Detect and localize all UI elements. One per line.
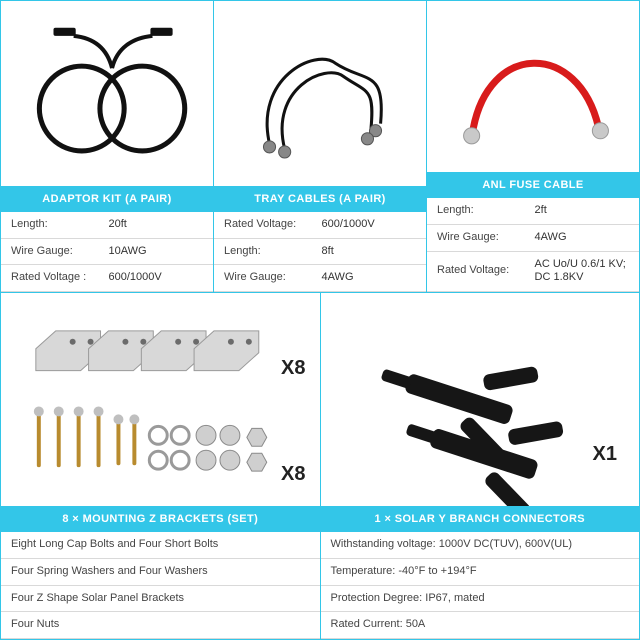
spec-val: 600/1000V [312,212,426,238]
spec-text: Protection Degree: IP67, mated [321,585,640,612]
spec-line: Four Z Shape Solar Panel Brackets [1,585,320,612]
qty-badge: X8 [281,463,305,486]
spec-list: Eight Long Cap Bolts and Four Short Bolt… [1,532,320,639]
spec-text: Withstanding voltage: 1000V DC(TUV), 600… [321,532,640,558]
spec-key: Wire Gauge: [214,265,312,292]
card-title: ADAPTOR KIT (A PAIR) [1,186,213,212]
spec-text: Eight Long Cap Bolts and Four Short Bolt… [1,532,320,558]
spec-line: Withstanding voltage: 1000V DC(TUV), 600… [321,532,640,558]
spec-line: Rated Current: 50A [321,612,640,639]
spec-key: Wire Gauge: [427,224,525,251]
card-tray-cables: TRAY CABLES (A PAIR) Rated Voltage:600/1… [214,1,427,292]
y-connectors-image: X1 [321,293,640,506]
anl-fuse-cable-image [427,1,639,172]
spec-table: Length:2ft Wire Gauge:4AWG Rated Voltage… [427,198,639,292]
spec-key: Rated Voltage: [214,212,312,238]
spec-line: Temperature: -40°F to +194°F [321,558,640,585]
spec-line: Four Spring Washers and Four Washers [1,558,320,585]
spec-key: Length: [1,212,99,238]
qty-badge: X8 [281,357,305,380]
spec-line: Protection Degree: IP67, mated [321,585,640,612]
spec-text: Four Nuts [1,612,320,639]
card-title: 1 × SOLAR Y BRANCH CONNECTORS [321,506,640,532]
spec-key: Rated Voltage : [1,265,99,292]
qty-badge: X1 [593,443,617,466]
spec-table: Rated Voltage:600/1000V Length:8ft Wire … [214,212,426,292]
spec-text: Temperature: -40°F to +194°F [321,558,640,585]
spec-list: Withstanding voltage: 1000V DC(TUV), 600… [321,532,640,639]
spec-row: Rated Voltage:AC Uo/U 0.6/1 KV; DC 1.8KV [427,251,639,292]
tray-cables-image [214,1,426,186]
spec-text: Four Spring Washers and Four Washers [1,558,320,585]
spec-key: Rated Voltage: [427,251,525,292]
card-z-brackets: X8 X8 8 × MOUNTING Z BRACKETS (SET) Eigh… [1,293,321,639]
spec-val: 2ft [525,198,639,224]
spec-val: 8ft [312,238,426,265]
spec-sheet: ADAPTOR KIT (A PAIR) Length:20ft Wire Ga… [0,0,640,640]
spec-text: Rated Current: 50A [321,612,640,639]
spec-row: Rated Voltage :600/1000V [1,265,213,292]
spec-row: Wire Gauge:4AWG [214,265,426,292]
card-title: TRAY CABLES (A PAIR) [214,186,426,212]
spec-key: Length: [427,198,525,224]
spec-val: 10AWG [99,238,213,265]
spec-key: Length: [214,238,312,265]
spec-line: Eight Long Cap Bolts and Four Short Bolt… [1,532,320,558]
z-brackets-image: X8 X8 [1,293,320,506]
spec-row: Length:20ft [1,212,213,238]
spec-line: Four Nuts [1,612,320,639]
spec-val: 4AWG [312,265,426,292]
bottom-row: X8 X8 8 × MOUNTING Z BRACKETS (SET) Eigh… [1,293,639,639]
spec-text: Four Z Shape Solar Panel Brackets [1,585,320,612]
card-title: ANL FUSE CABLE [427,172,639,198]
adaptor-kit-image [1,1,213,186]
spec-val: AC Uo/U 0.6/1 KV; DC 1.8KV [525,251,639,292]
spec-row: Rated Voltage:600/1000V [214,212,426,238]
spec-val: 20ft [99,212,213,238]
card-title: 8 × MOUNTING Z BRACKETS (SET) [1,506,320,532]
card-y-connectors: X1 1 × SOLAR Y BRANCH CONNECTORS Withsta… [321,293,640,639]
spec-key: Wire Gauge: [1,238,99,265]
spec-row: Wire Gauge:4AWG [427,224,639,251]
spec-table: Length:20ft Wire Gauge:10AWG Rated Volta… [1,212,213,292]
card-adaptor-kit: ADAPTOR KIT (A PAIR) Length:20ft Wire Ga… [1,1,214,292]
spec-row: Length:8ft [214,238,426,265]
spec-row: Length:2ft [427,198,639,224]
spec-row: Wire Gauge:10AWG [1,238,213,265]
top-row: ADAPTOR KIT (A PAIR) Length:20ft Wire Ga… [1,1,639,293]
spec-val: 4AWG [525,224,639,251]
card-anl-fuse-cable: ANL FUSE CABLE Length:2ft Wire Gauge:4AW… [427,1,639,292]
spec-val: 600/1000V [99,265,213,292]
